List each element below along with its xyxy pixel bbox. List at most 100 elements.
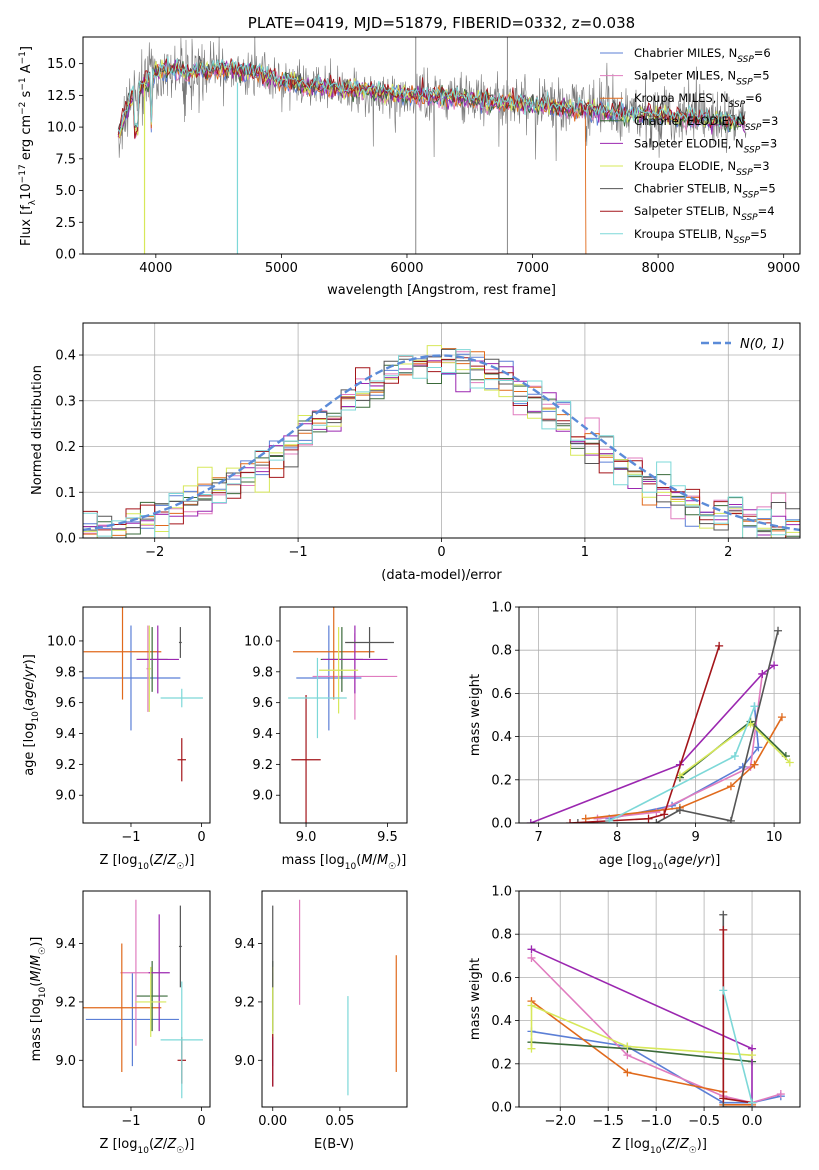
label-part: Kroupa ELODIE, N — [634, 159, 736, 173]
data-marker-kroupa_elodie — [623, 1042, 632, 1051]
y-tick-label: 0.3 — [55, 394, 76, 409]
x-tick-label: 10 — [766, 830, 783, 845]
y-tick-label: 0.2 — [55, 440, 76, 455]
label-part: )] — [396, 853, 406, 868]
x-axis-label: Z [log10(Z/Z☉)] — [100, 1137, 195, 1156]
y-tick-label: 0.6 — [491, 971, 512, 986]
panel-age-vs-z: −1 09.09.29.49.69.810.0Z [log10(Z/Z☉)]age… — [22, 606, 211, 872]
label-part: ( — [661, 1137, 666, 1152]
label-part: Salpeter ELODIE, N — [634, 136, 744, 150]
data-marker-kroupa_stelib — [719, 986, 728, 995]
label-part: Chabrier MILES, N — [634, 46, 737, 60]
label-part: 10 — [38, 986, 48, 998]
data-marker-kroupa_stelib — [605, 816, 614, 823]
x-tick-label: −2 — [145, 545, 164, 560]
y-tick-label: 9.2 — [234, 995, 255, 1010]
y-tick-label: 0.2 — [491, 1057, 512, 1072]
label-part: / — [163, 853, 168, 868]
label-part: M — [377, 853, 388, 868]
label-part: Flux [f — [19, 205, 34, 246]
x-tick-label: −1 — [289, 545, 308, 560]
y-tick-label: 1.0 — [491, 601, 512, 616]
data-marker-chabrier_miles — [754, 743, 763, 752]
data-marker-salpeter_elodie — [526, 819, 535, 823]
label-part: Z [log — [100, 1137, 138, 1152]
data-marker-salpeter_elodie — [527, 945, 536, 954]
plot-area — [117, 37, 747, 254]
label-part: Kroupa MILES, N — [634, 91, 729, 105]
data-marker-chabrier_stelib — [774, 626, 783, 635]
legend-label: N(0, 1) — [740, 337, 785, 352]
data-marker-kroupa_stelib — [748, 1098, 757, 1107]
data-marker-kroupa_elodie — [748, 1051, 757, 1060]
y-tick-label: 9.4 — [55, 727, 76, 742]
label-part: M — [361, 853, 372, 868]
x-tick-label: 0 — [197, 830, 205, 845]
plot-area — [288, 607, 398, 823]
label-part: λ — [28, 199, 38, 205]
label-part: / — [163, 1137, 168, 1152]
label-part: 10 — [19, 183, 34, 200]
label-part: SSP — [734, 236, 751, 246]
x-tick-label: −0.5 — [688, 1114, 720, 1129]
axes-frame — [279, 606, 408, 824]
x-tick-label: 5000 — [265, 261, 298, 276]
label-part: ☉ — [38, 947, 48, 955]
y-tick-label: 9.2 — [55, 758, 76, 773]
x-tick-label: 0 — [197, 1114, 205, 1129]
y-tick-label: 0.8 — [491, 928, 512, 943]
label-part: mass [log — [282, 853, 345, 868]
label-part: yr — [696, 853, 712, 868]
label-part: ☉ — [176, 862, 184, 872]
label-part: ☉ — [176, 1146, 184, 1156]
label-part: SSP — [737, 55, 754, 65]
data-marker-kroupa_miles — [750, 760, 759, 769]
legend-label: Salpeter STELIB, NSSP=4 — [634, 204, 775, 223]
plot-area — [83, 345, 800, 538]
plot-area — [83, 607, 203, 782]
y-tick-label: 10.0 — [47, 634, 76, 649]
label-part: / — [22, 677, 37, 682]
y-tick-label: 9.6 — [252, 696, 273, 711]
data-marker-chabrier_stelib — [675, 806, 684, 815]
x-tick-label: 9.0 — [296, 830, 317, 845]
data-marker-chabrier_stelib — [652, 819, 661, 823]
x-axis-label: (data-model)/error — [381, 568, 502, 583]
x-tick-label: 7000 — [516, 261, 549, 276]
y-tick-label: 7.5 — [55, 152, 76, 167]
gaussian-curve — [83, 354, 800, 532]
panel-weight-vs-z: −2.0 −1.5 −1.0 −0.5 0.0 0.0 0.2 0.4 0.6 0.8 1.0 mas… — [468, 885, 801, 1156]
y-tick-label: 9.2 — [55, 995, 76, 1010]
label-part: )] — [29, 937, 44, 947]
x-axis-label: Z [log10(Z/Z☉)] — [100, 853, 195, 872]
label-part: SSP — [745, 123, 762, 133]
data-marker-salpeter_elodie — [758, 669, 767, 678]
label-part: age [log — [22, 723, 37, 776]
label-part: ☉ — [388, 862, 396, 872]
x-tick-label: 0.0 — [742, 1114, 763, 1129]
label-part: Salpeter STELIB, N — [634, 204, 741, 218]
y-tick-label: 10.0 — [244, 634, 273, 649]
histogram-kroupa_elodie — [83, 345, 800, 538]
label-part: 10 — [652, 862, 664, 872]
y-axis-label: mass [log10(M/M☉)] — [29, 937, 48, 1062]
x-tick-label: 8000 — [642, 261, 675, 276]
label-part: Salpeter MILES, N — [634, 69, 736, 83]
label-part: age — [22, 682, 37, 706]
y-tick-label: 0.4 — [491, 1014, 512, 1029]
data-marker-kroupa_stelib — [750, 702, 759, 711]
label-part: M — [29, 970, 44, 981]
label-part: / — [693, 853, 698, 868]
y-tick-label: 0.6 — [491, 687, 512, 702]
label-part: )] — [22, 654, 37, 664]
y-tick-label: 1.0 — [491, 885, 512, 900]
data-marker-kroupa_stelib — [730, 752, 739, 761]
data-marker-kroupa_elodie — [785, 758, 794, 767]
data-marker-salpeter_miles — [776, 1090, 785, 1099]
y-tick-label: 9.0 — [234, 1054, 255, 1069]
data-marker-kroupa_miles — [726, 782, 735, 791]
data-marker-chabrier_miles — [738, 762, 747, 771]
label-part: Z — [153, 853, 164, 868]
